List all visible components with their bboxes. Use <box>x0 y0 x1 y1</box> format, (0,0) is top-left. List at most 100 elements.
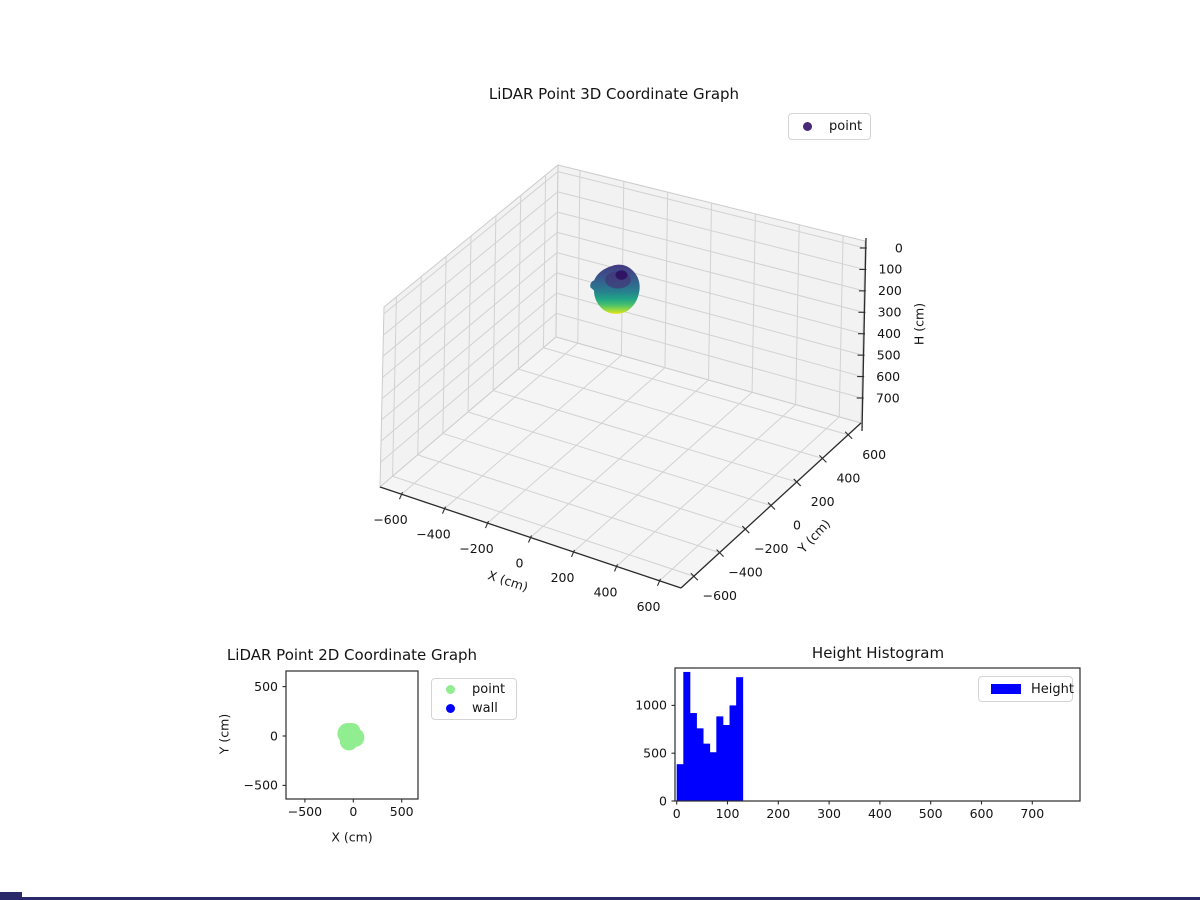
y-tick-label: −200 <box>754 541 788 556</box>
x-tick-label: 500 <box>390 804 414 819</box>
gridline-x-wall <box>751 213 756 393</box>
x-tick-label: 700 <box>1020 806 1044 821</box>
gridline-y-wall <box>417 276 422 455</box>
y-tick-label: 600 <box>862 447 886 462</box>
x-tick-label: 0 <box>673 806 681 821</box>
legend-item-wall-2d: wall <box>432 699 516 718</box>
x-tick-label: 100 <box>716 806 740 821</box>
histogram-bar <box>696 728 704 801</box>
plot2d-legend: point wall <box>431 678 517 720</box>
z-tick-label: 200 <box>878 283 902 298</box>
z-tick-label: 300 <box>878 305 902 320</box>
z-tick-label: 500 <box>877 347 901 362</box>
point-marker-icon <box>803 122 812 131</box>
x-tick <box>613 564 619 572</box>
z-axis-spine <box>861 237 867 432</box>
x-tick-label: −500 <box>288 804 322 819</box>
legend-label: point <box>829 119 863 134</box>
z-tick-label: 400 <box>877 326 901 341</box>
y-tick-label: 0 <box>270 728 278 743</box>
gridline-y-wall <box>467 235 472 413</box>
y-tick <box>716 549 724 558</box>
legend-item-height: Height <box>979 680 1074 699</box>
taskbar-corner <box>0 892 22 900</box>
histogram-bar <box>703 743 711 801</box>
x-tick-label: −200 <box>459 541 493 556</box>
x-tick <box>484 520 490 529</box>
gridline-y-wall <box>492 215 497 391</box>
z-tick-label: 100 <box>878 262 902 277</box>
plot2d-frame <box>285 670 419 800</box>
legend-label: point <box>472 682 506 697</box>
histogram-bar <box>736 677 744 801</box>
legend-item-point-2d: point <box>432 680 516 699</box>
y-tick <box>767 502 776 510</box>
histogram-group: 0 100 200 300 400 500 600 700 0 500 1000 <box>635 667 1081 821</box>
point-cluster <box>343 722 361 740</box>
x-tick-label: 200 <box>766 806 790 821</box>
y-tick-label: 0 <box>659 793 667 808</box>
gridline-x-wall <box>577 170 581 344</box>
y-tick-label: 200 <box>811 494 835 509</box>
gridline-x-wall <box>664 192 669 368</box>
x-tick <box>570 549 576 558</box>
x-tick <box>656 578 662 587</box>
y-tick-label: 400 <box>836 470 860 485</box>
gridline-x-floor <box>401 342 579 495</box>
wall-marker-icon <box>446 704 455 713</box>
plot3d-title: LiDAR Point 3D Coordinate Graph <box>488 85 740 103</box>
plot2d-title: LiDAR Point 2D Coordinate Graph <box>226 646 478 664</box>
histogram-bar <box>676 764 684 801</box>
y-tick <box>690 572 699 581</box>
histogram-frame <box>674 667 1081 802</box>
y-tick <box>819 454 827 463</box>
x-tick-label: −600 <box>373 512 407 527</box>
x-tick-label: 400 <box>594 584 618 599</box>
z-tick-label: 0 <box>895 240 903 255</box>
gridline-y-wall <box>517 195 522 370</box>
x-tick-label: 500 <box>919 806 943 821</box>
x-tick-label: 0 <box>349 804 357 819</box>
plot3d-group: −600−400−2000200400600−600−400−200020040… <box>373 163 903 614</box>
plot2d-y-axis-label: Y (cm) <box>216 713 232 755</box>
y-tick-label: 1000 <box>635 698 667 713</box>
legend-label: wall <box>472 701 498 716</box>
y-tick-label: 500 <box>643 746 667 761</box>
x-tick-label: 0 <box>516 556 524 571</box>
y-tick-label: 0 <box>793 518 801 533</box>
histogram-title: Height Histogram <box>811 644 945 662</box>
gridline-y-wall <box>542 175 547 348</box>
gridline-x-floor <box>616 404 796 567</box>
histogram-bar <box>689 713 697 801</box>
histogram-bar <box>683 671 691 801</box>
gridline-x-floor <box>659 416 840 582</box>
gridline-x-floor <box>487 367 666 524</box>
x-tick-label: 300 <box>817 806 841 821</box>
plot3d-z-axis-label: H (cm) <box>911 302 927 346</box>
histogram-bar <box>722 724 730 801</box>
plot3d-legend: point <box>788 113 871 140</box>
gridline-y-wall <box>442 256 447 434</box>
point-marker-icon <box>446 685 455 694</box>
taskbar-edge <box>0 897 1200 900</box>
plot2d-group: −500 0 500 500 0 −500 <box>244 670 419 819</box>
histogram-bar <box>709 752 717 801</box>
x-tick-label: 200 <box>551 570 575 585</box>
y-tick-label: −500 <box>244 778 278 793</box>
y-tick <box>741 525 750 534</box>
x-tick-label: 600 <box>637 599 661 614</box>
y-tick <box>844 431 853 440</box>
height-swatch-icon <box>991 684 1021 694</box>
gridline-y-wall <box>392 296 397 477</box>
gridline-x-wall <box>795 224 800 405</box>
gridline-x-floor <box>530 379 709 538</box>
x-tick <box>441 506 447 514</box>
gridline-x-wall <box>838 235 844 417</box>
histogram-bar <box>716 716 724 801</box>
z-tick-label: 600 <box>876 369 900 384</box>
point-cloud-dark-spot <box>615 270 628 280</box>
x-tick-label: −400 <box>416 527 450 542</box>
histogram-legend: Height <box>978 676 1074 702</box>
